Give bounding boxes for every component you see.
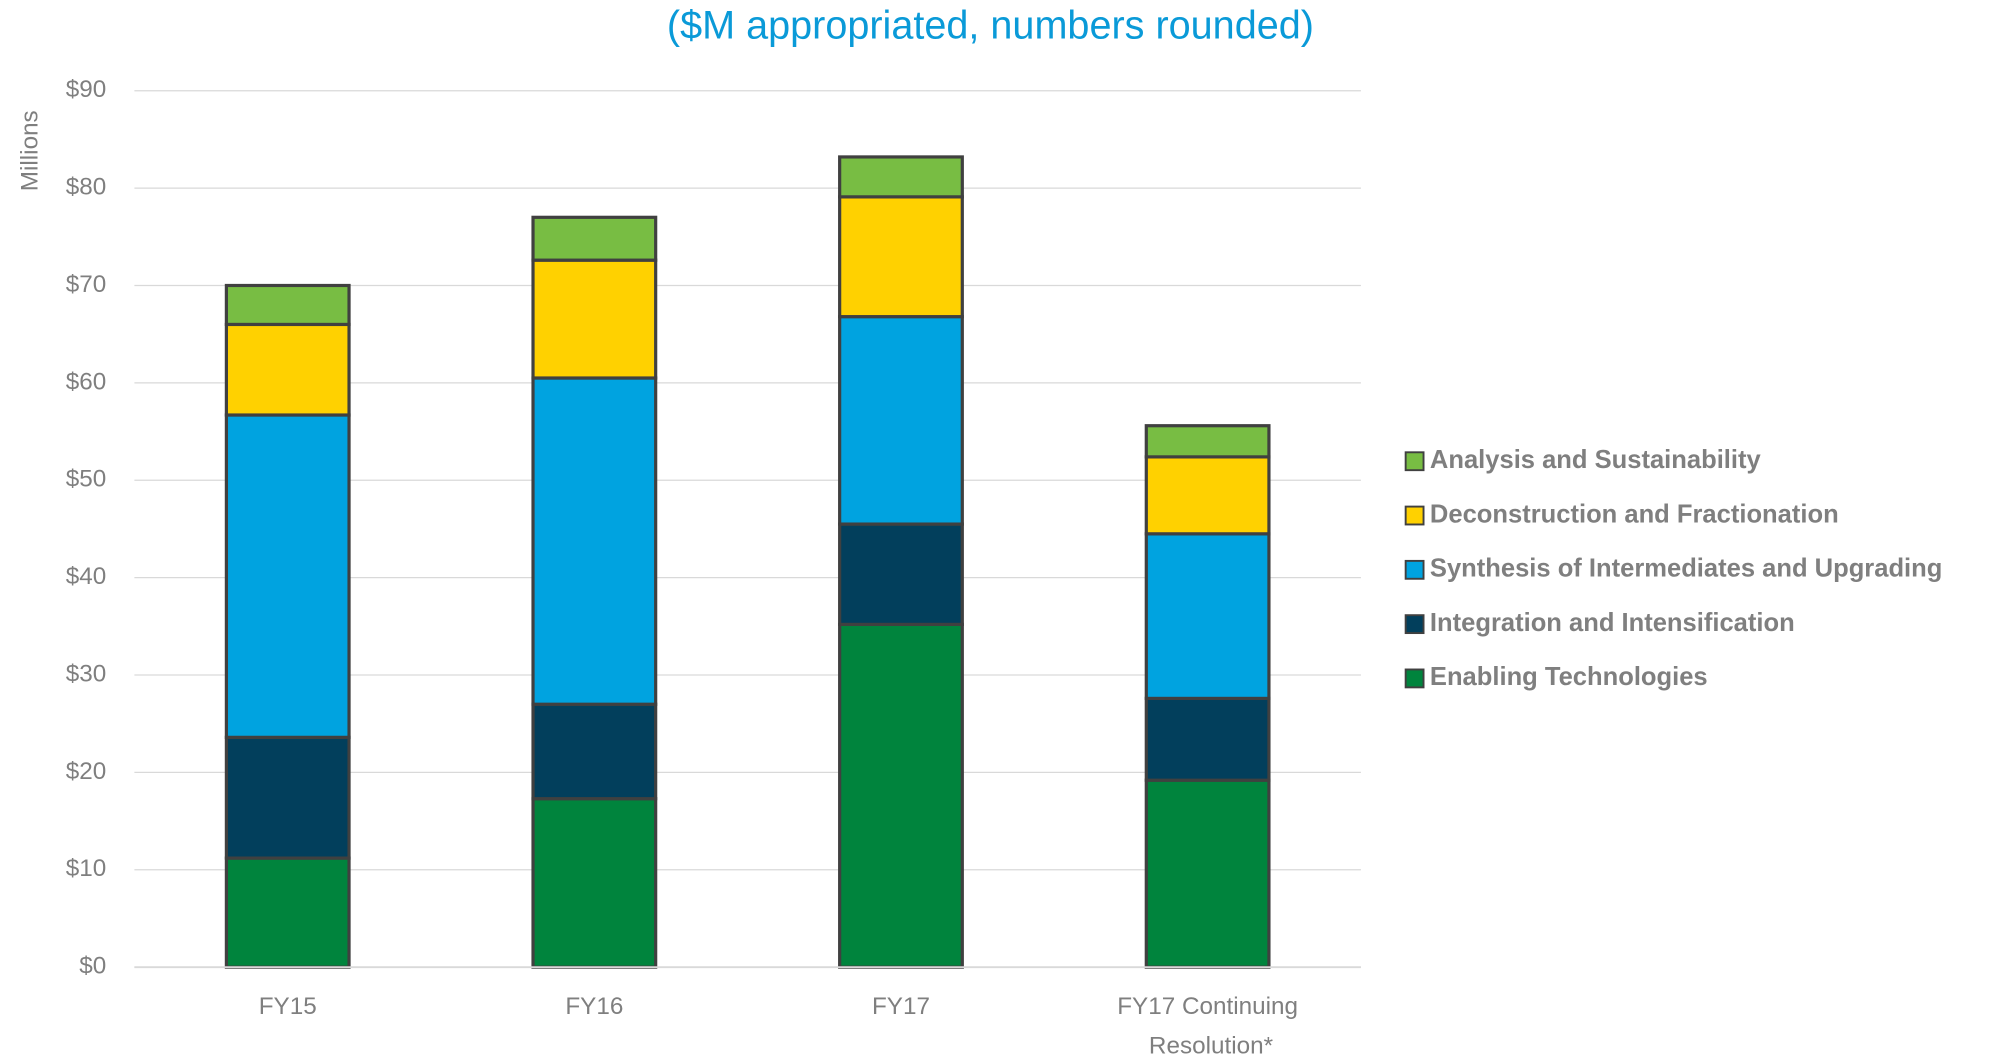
- y-tick-label: $70: [66, 271, 106, 298]
- bar-segment: [531, 215, 658, 262]
- bar-segment: [1144, 424, 1271, 459]
- y-tick-label: $80: [66, 174, 106, 201]
- legend-swatch: [1404, 559, 1425, 580]
- bar-segment: [224, 735, 351, 860]
- legend-label: Deconstruction and Fractionation: [1430, 500, 1839, 528]
- bar-segment: [1144, 532, 1271, 700]
- bar-segment: [531, 376, 658, 706]
- bar-segment: [531, 797, 658, 969]
- bar-segment: [224, 413, 351, 739]
- y-tick-label: $40: [66, 563, 106, 590]
- bar-segment: [531, 258, 658, 380]
- bar-segment: [838, 315, 964, 526]
- bar-segment: [531, 702, 658, 801]
- y-tick-label: $30: [66, 660, 106, 687]
- bar-segment: [838, 195, 964, 319]
- x-tick-label: FY17 Continuing Resolution*: [1117, 993, 1298, 1060]
- y-tick-label: $90: [66, 76, 106, 103]
- y-tick-label: $50: [66, 466, 106, 493]
- legend-swatch: [1404, 668, 1425, 689]
- y-tick-label: $0: [79, 953, 106, 980]
- legend-swatch: [1404, 614, 1425, 635]
- y-axis-label: Millions: [16, 110, 43, 191]
- y-tick-label: $20: [66, 758, 106, 785]
- bar-segment: [1144, 696, 1271, 782]
- x-tick-label: FY17: [872, 993, 930, 1020]
- bar-segment: [1144, 778, 1271, 969]
- bar-segment: [1144, 455, 1271, 536]
- bar-segment: [838, 622, 964, 969]
- x-tick-label: FY15: [259, 993, 317, 1020]
- legend-swatch: [1404, 505, 1425, 526]
- legend-label: Integration and Intensification: [1430, 609, 1795, 637]
- bar-segment: [224, 856, 351, 969]
- bar-segment: [224, 283, 351, 327]
- y-tick-label: $60: [66, 368, 106, 395]
- bar-segment: [224, 322, 351, 417]
- legend-label: Enabling Technologies: [1430, 663, 1708, 691]
- chart-title: ($M appropriated, numbers rounded): [667, 4, 1314, 48]
- legend-label: Analysis and Sustainability: [1430, 446, 1762, 474]
- x-tick-label: FY16: [565, 993, 623, 1020]
- bar-segment: [838, 155, 964, 199]
- legend-swatch: [1404, 451, 1425, 472]
- legend-label: Synthesis of Intermediates and Upgrading: [1430, 555, 1942, 583]
- bar-segment: [838, 522, 964, 626]
- y-tick-label: $10: [66, 855, 106, 882]
